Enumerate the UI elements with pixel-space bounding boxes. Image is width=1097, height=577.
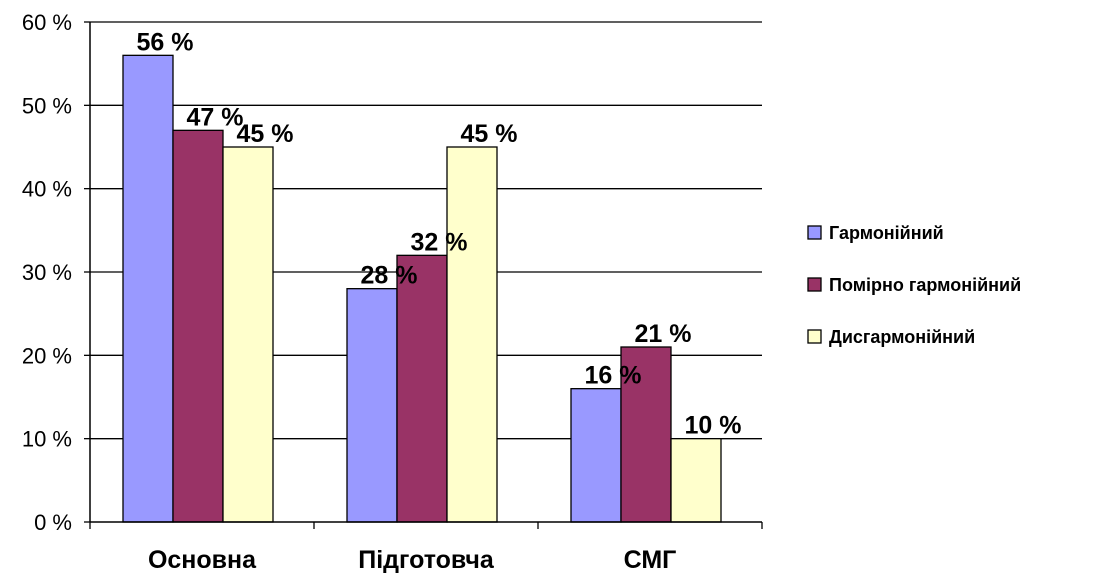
legend: Гармонійний Помірно гармонійний Дисгармоні… (807, 223, 1021, 347)
bar (122, 54, 174, 523)
bars (122, 54, 722, 523)
x-category-label: Основна (148, 546, 257, 574)
data-label: 45 % (237, 120, 294, 148)
data-label: 16 % (585, 362, 642, 390)
data-label: 45 % (461, 120, 518, 148)
x-category-label: СМГ (624, 546, 677, 574)
bar (222, 146, 274, 523)
x-category-label: Підготовча (358, 546, 495, 574)
bar (570, 388, 622, 523)
y-tick-label: 50 % (22, 93, 72, 118)
data-label: 56 % (137, 28, 194, 56)
bar (396, 254, 448, 523)
bar (346, 288, 398, 523)
data-label: 28 % (361, 262, 418, 290)
data-label: 47 % (187, 103, 244, 131)
axes: 0 % 10 % 20 % 30 % 40 % 50 % 60 % Основна Підгот… (22, 10, 763, 574)
bar (446, 146, 498, 523)
data-label: 32 % (411, 228, 468, 256)
data-labels: 56 %47 %45 %28 %32 %45 %16 %21 %10 % (137, 28, 742, 439)
bar (670, 438, 722, 523)
bar (172, 129, 224, 523)
legend-swatch (807, 329, 822, 344)
legend-entry: Гармонійний (829, 223, 944, 243)
legend-entry: Дисгармонійний (829, 327, 975, 347)
data-label: 10 % (685, 412, 742, 440)
y-tick-label: 60 % (22, 10, 72, 35)
legend-entry: Помірно гармонійний (829, 275, 1021, 295)
y-tick-label: 40 % (22, 177, 72, 202)
legend-swatch (807, 225, 822, 240)
bar (620, 346, 672, 523)
y-tick-label: 0 % (34, 510, 72, 535)
y-tick-label: 30 % (22, 260, 72, 285)
y-tick-label: 10 % (22, 427, 72, 452)
legend-swatch (807, 277, 822, 292)
data-label: 21 % (635, 320, 692, 348)
y-tick-label: 20 % (22, 343, 72, 368)
